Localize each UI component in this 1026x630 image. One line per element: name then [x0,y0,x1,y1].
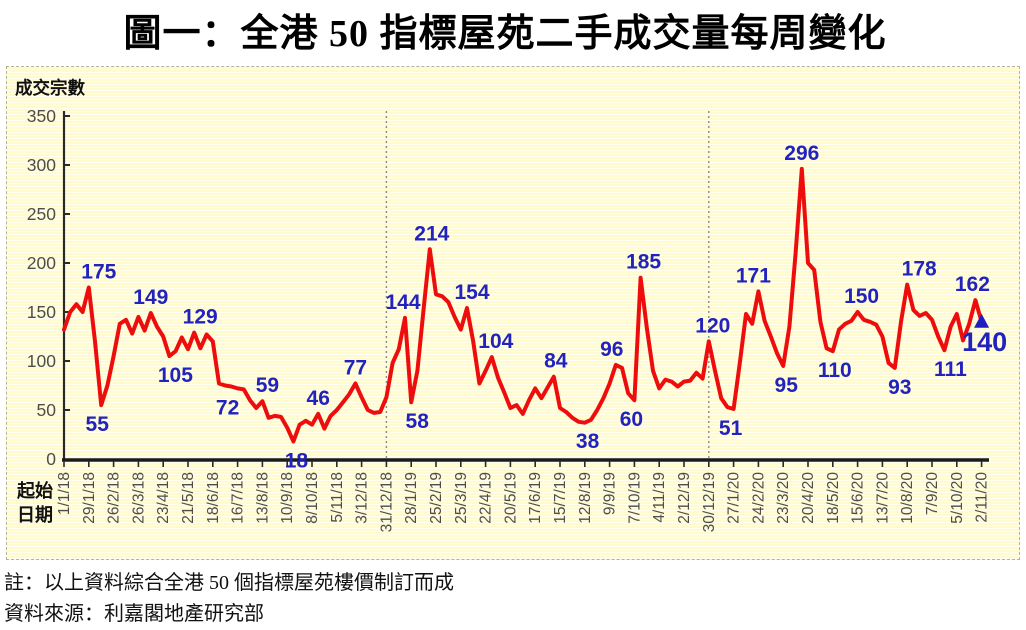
x-tick-label: 31/12/18 [378,472,395,532]
data-label: 58 [406,410,430,433]
x-tick-label: 23/3/20 [775,472,792,524]
footnote: 註：以上資料綜合全港 50 個指標屋苑樓價制訂而成 [4,572,454,594]
y-tick-label: 0 [46,449,56,469]
y-axis-title: 成交宗數 [15,78,85,98]
y-tick-label: 350 [27,106,56,126]
x-tick-label: 8/10/18 [304,472,321,524]
x-tick-label: 25/3/19 [453,472,470,524]
data-label: 185 [626,251,661,274]
x-tick-label: 26/2/18 [106,472,123,524]
data-label: 51 [719,417,743,440]
x-tick-label: 20/5/19 [502,472,519,524]
x-tick-label: 10/8/20 [899,472,916,524]
data-label: 84 [544,350,568,373]
x-tick-label: 13/8/18 [254,472,271,524]
data-label: 110 [818,359,852,382]
data-label: 171 [736,264,771,287]
latest-value-label: 140 [962,327,1007,357]
y-tick-label: 150 [27,302,56,322]
chart-title: 圖一：全港 50 指標屋苑二手成交量每周變化 [123,13,887,55]
data-label: 96 [600,338,623,361]
data-label: 120 [695,314,730,337]
x-tick-label: 24/2/20 [750,472,767,524]
x-tick-label: 1/1/18 [56,472,73,515]
data-label: 129 [183,306,218,329]
volume-line [62,166,984,444]
x-tick-label: 2/12/19 [676,472,693,524]
x-tick-label: 18/5/20 [825,472,842,524]
x-tick-label: 5/11/18 [329,472,346,523]
x-tick-label: 26/3/18 [130,472,147,524]
x-tick-label: 20/4/20 [800,472,817,524]
data-label: 111 [934,358,967,381]
x-tick-label: 3/12/18 [354,472,371,524]
x-tick-label: 23/4/18 [155,472,172,524]
x-tick-label: 25/2/19 [428,472,445,524]
data-label: 144 [385,291,420,314]
y-tick-label: 250 [27,204,56,224]
x-tick-label: 21/5/18 [180,472,197,524]
x-tick-label: 22/4/19 [478,472,495,524]
data-label: 77 [344,357,367,380]
data-label: 38 [576,430,600,453]
y-tick-label: 200 [27,253,56,273]
chart-canvas: 成交宗數 0 50 100 150 200 250 300 350 1/1/18 29/1/18 26… [15,78,1007,532]
data-label: 105 [158,364,193,387]
data-label: 46 [307,387,330,410]
data-label: 72 [216,396,239,419]
y-tick-label: 300 [27,155,56,175]
x-tick-label: 29/1/18 [81,472,98,524]
data-label: 55 [86,413,110,436]
data-label: 150 [844,285,879,308]
data-source: 資料來源：利嘉閣地產研究部 [4,603,264,625]
data-label: 162 [955,273,990,296]
data-label: 175 [81,261,116,284]
data-label: 104 [478,330,513,353]
data-label: 18 [285,449,309,472]
chart-panel: 成交宗數 0 50 100 150 200 250 300 350 1/1/18 29/1/18 26… [6,66,1020,560]
x-tick-label: 10/9/18 [279,472,296,524]
x-tick-label: 15/6/20 [850,472,867,524]
x-axis-title: 日期 [17,505,53,525]
x-tick-label: 13/7/20 [874,472,891,524]
data-label: 59 [256,374,279,397]
x-tick-label: 18/6/18 [205,472,222,524]
data-label: 95 [775,374,799,397]
x-tick-label: 7/10/19 [626,472,643,524]
data-label: 214 [414,222,449,245]
data-label: 154 [454,281,489,304]
x-tick-label: 12/8/19 [577,472,594,524]
triangle-marker [974,313,990,328]
x-tick-label: 27/1/20 [726,472,743,524]
x-tick-label: 15/7/19 [552,472,569,524]
x-tick-label: 7/9/20 [924,472,941,515]
data-label: 296 [784,142,819,165]
data-label: 93 [888,376,911,399]
x-axis-title: 起始 [16,480,53,501]
x-tick-label: 9/9/19 [602,472,619,515]
x-tick-label: 16/7/18 [230,472,247,524]
data-label: 178 [902,258,937,281]
y-tick-label: 50 [37,400,57,420]
x-tick-label: 2/11/20 [974,472,991,523]
data-label: 149 [133,286,168,309]
x-tick-label: 30/12/19 [701,472,718,532]
x-tick-label: 17/6/19 [527,472,544,524]
x-tick-label: 28/1/19 [403,472,420,524]
y-tick-label: 100 [27,351,56,371]
x-tick-label: 5/10/20 [949,472,966,524]
data-label: 60 [620,408,643,431]
x-tick-label: 4/11/19 [651,472,668,523]
